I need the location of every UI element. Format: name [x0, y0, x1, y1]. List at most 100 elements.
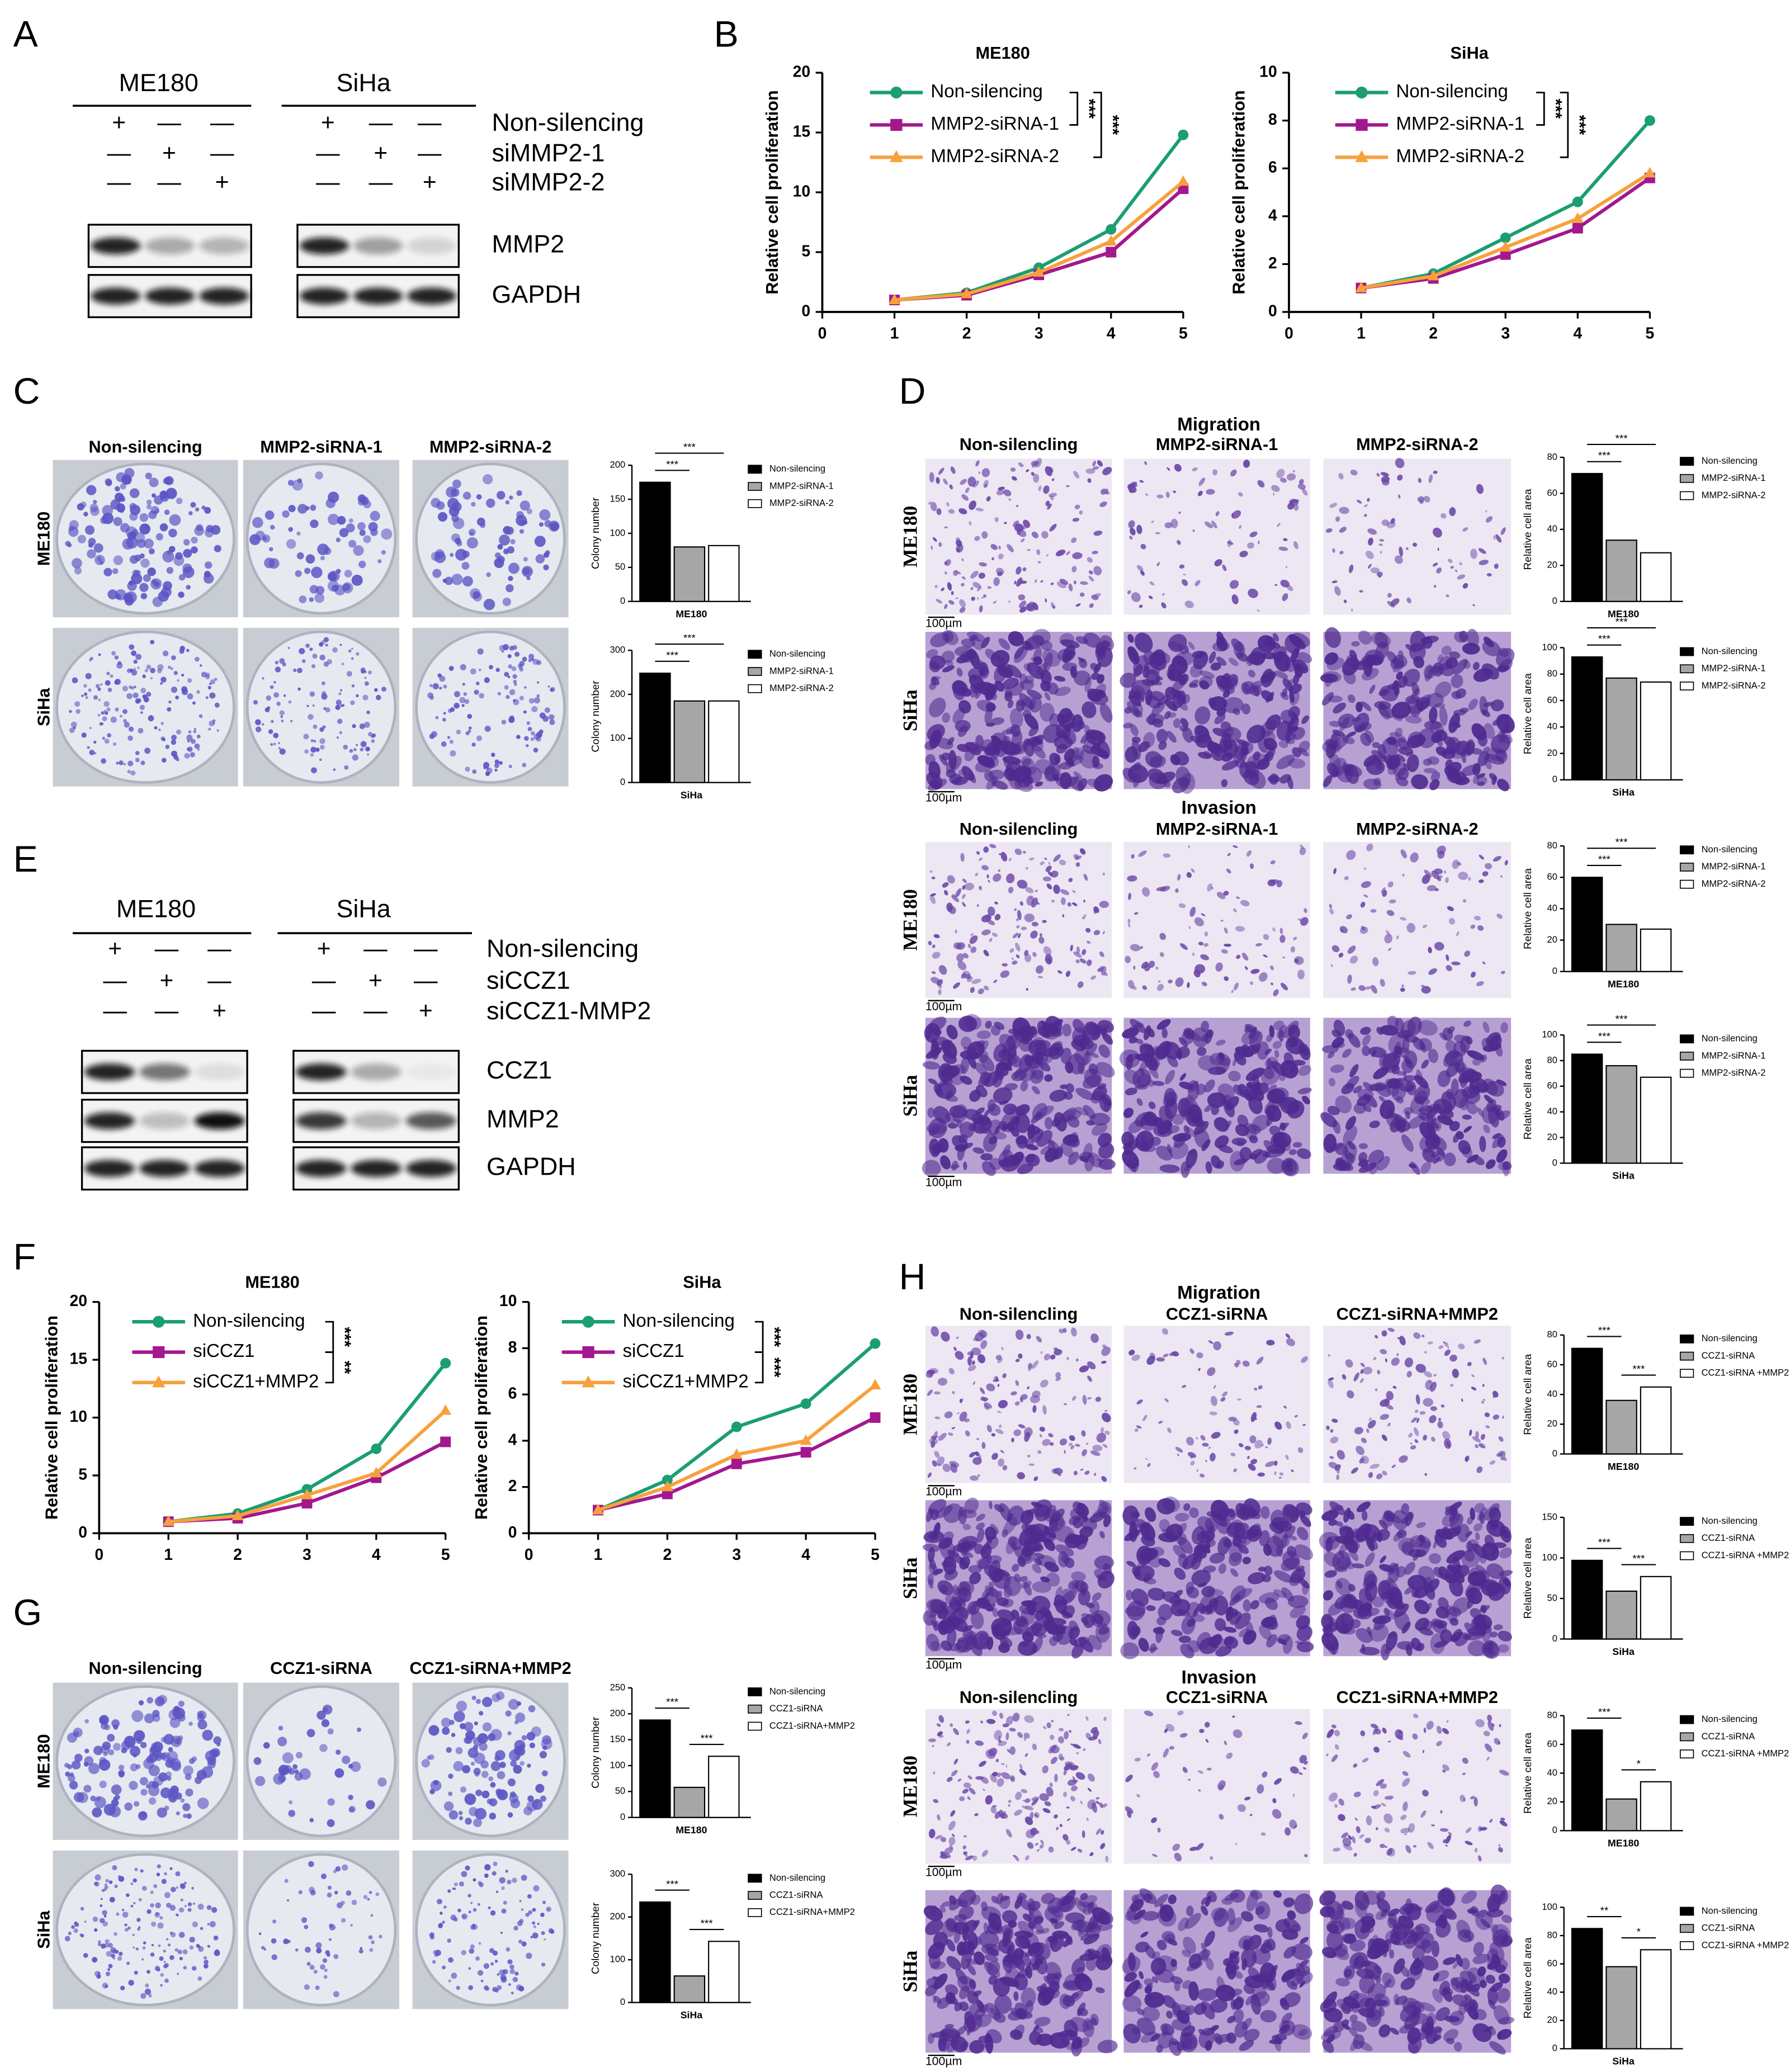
cell: [1083, 900, 1085, 903]
colony: [111, 1784, 122, 1795]
cell: [1274, 584, 1278, 586]
cell: [944, 526, 948, 528]
cell: [1285, 566, 1288, 569]
cell: [981, 636, 990, 649]
cell: [929, 697, 946, 717]
cell: [987, 586, 992, 589]
colony: [488, 1733, 496, 1742]
cell: [986, 874, 989, 879]
cell: [1460, 747, 1467, 755]
treatment-sign: —: [418, 109, 442, 136]
colony: [301, 1917, 308, 1923]
cell: [975, 508, 984, 512]
cell: [1388, 899, 1396, 903]
colony: [448, 1979, 451, 1983]
cell: [998, 554, 1004, 560]
cell: [1093, 593, 1101, 598]
cell: [930, 893, 936, 897]
colony: [175, 1913, 178, 1917]
colony: [164, 1892, 171, 1899]
colony: [152, 1781, 159, 1789]
cell: [1081, 701, 1097, 718]
cell: [1432, 527, 1442, 538]
cell: [1032, 461, 1040, 468]
cell: [998, 545, 1001, 550]
colony: [352, 724, 356, 728]
colony: [375, 1892, 380, 1896]
colony: [129, 488, 140, 498]
cell: [1478, 548, 1486, 554]
cell: [1085, 468, 1095, 474]
cell: [1446, 954, 1449, 961]
colony: [129, 1781, 138, 1790]
colony: [155, 1902, 161, 1909]
cell: [990, 717, 1005, 725]
cell: [1427, 756, 1439, 765]
colony: [450, 552, 454, 557]
cell: [970, 587, 974, 590]
colony: [527, 1894, 532, 1899]
culture-dish: [55, 630, 235, 784]
cell: [1360, 901, 1366, 908]
panel-letter: F: [13, 1236, 36, 1278]
cell: [951, 895, 960, 902]
colony: [497, 556, 505, 564]
cell: [1125, 955, 1131, 963]
cell: [1290, 946, 1296, 953]
colony: [316, 1947, 322, 1953]
colony: [461, 704, 465, 707]
cell: [1156, 886, 1166, 891]
cell: [969, 500, 976, 510]
cell: [1375, 757, 1382, 765]
cell: [1342, 736, 1355, 745]
cell: [964, 882, 975, 891]
colony: [107, 1968, 111, 1971]
cell: [1323, 775, 1333, 787]
culture-dish: [245, 630, 397, 784]
colony: [81, 732, 87, 738]
colony: [130, 770, 136, 776]
colony: [97, 556, 102, 562]
colony: [112, 1957, 116, 1960]
colony: [166, 567, 174, 574]
colony: [163, 1949, 166, 1953]
cell: [976, 851, 980, 855]
colony: [104, 739, 110, 744]
colony: [169, 514, 181, 526]
colony: [503, 1900, 507, 1905]
cell: [976, 586, 982, 592]
colony: [87, 549, 96, 559]
colony: [315, 1942, 322, 1949]
cell: [1062, 914, 1065, 918]
cell: [983, 846, 989, 853]
cell: [1423, 768, 1437, 774]
cell: [983, 949, 989, 957]
cell: [1263, 636, 1273, 647]
colony: [112, 742, 117, 746]
cell: [1008, 887, 1014, 893]
cell: [1489, 773, 1498, 781]
colony: [86, 485, 97, 495]
cell: [944, 571, 947, 575]
cell: [1454, 631, 1467, 643]
colony: [328, 1938, 332, 1941]
colony: [207, 685, 211, 690]
colony: [152, 597, 163, 607]
colony: [507, 1778, 516, 1787]
colony: [334, 1890, 338, 1895]
colony: [325, 1950, 330, 1955]
cell: [1347, 945, 1356, 954]
cell: [1259, 972, 1268, 982]
cell: [1130, 724, 1139, 736]
colony: [191, 536, 198, 544]
colony: [192, 1902, 195, 1905]
cell: [1012, 933, 1019, 939]
colony: [203, 1956, 207, 1960]
cell: [1023, 663, 1032, 672]
treatment-sign: —: [363, 935, 388, 962]
colony: [483, 1963, 490, 1969]
colony: [525, 744, 529, 748]
cell: [1231, 638, 1244, 652]
colony: [176, 1886, 178, 1889]
colony: [97, 713, 101, 717]
